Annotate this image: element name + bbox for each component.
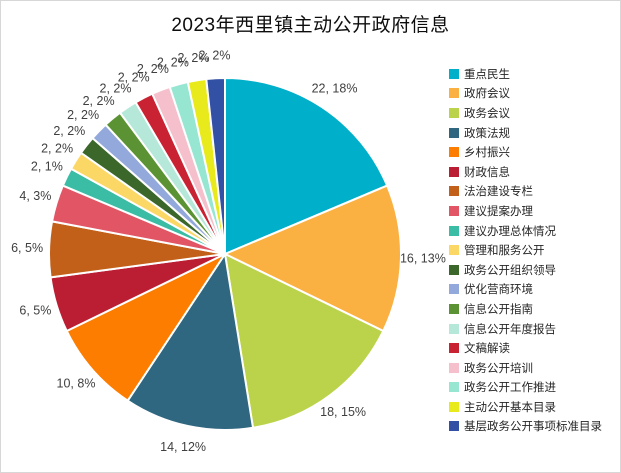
legend-swatch — [449, 323, 459, 334]
legend-label: 政务公开组织领导 — [464, 264, 556, 277]
legend-swatch — [449, 147, 459, 158]
legend-item-8: 建议提案办理 — [449, 201, 617, 221]
legend-item-16: 政务公开培训 — [449, 358, 617, 378]
legend-swatch — [449, 225, 459, 236]
legend-swatch — [449, 284, 459, 295]
legend-swatch — [449, 401, 459, 412]
legend-swatch — [449, 362, 459, 373]
pie-data-label: 2, 2% — [157, 55, 189, 69]
legend-label: 财政信息 — [464, 166, 510, 179]
pie-data-label: 22, 18% — [312, 81, 358, 95]
legend-item-1: 重点民生 — [449, 64, 617, 84]
legend-item-14: 信息公开年度报告 — [449, 319, 617, 339]
pie-data-label: 6, 5% — [19, 303, 51, 317]
pie-data-label: 2, 2% — [178, 51, 210, 65]
legend: 重点民生政府会议政务会议政策法规乡村振兴财政信息法治建设专栏 建议提案办理建议办理… — [449, 64, 617, 436]
legend-swatch — [449, 343, 459, 354]
pie-data-label: 18, 15% — [320, 405, 366, 419]
pie-data-label: 16, 13% — [400, 252, 446, 266]
legend-item-17: 政务公开工作推进 — [449, 378, 617, 398]
pie-data-label: 2, 2% — [118, 71, 150, 85]
pie-data-label: 2, 2% — [67, 108, 99, 122]
pie-data-label: 2, 1% — [31, 160, 63, 174]
pie-data-label: 6, 5% — [11, 241, 43, 255]
pie-data-label: 2, 2% — [199, 49, 231, 63]
legend-item-6: 财政信息 — [449, 162, 617, 182]
legend-swatch — [449, 166, 459, 177]
legend-label: 重点民生 — [464, 68, 510, 81]
legend-swatch — [449, 205, 459, 216]
legend-item-2: 政府会议 — [449, 84, 617, 104]
legend-item-18: 主动公开基本目录 — [449, 397, 617, 417]
legend-label: 信息公开年度报告 — [464, 323, 556, 336]
legend-label: 法治建设专栏 — [464, 186, 533, 199]
legend-swatch — [449, 303, 459, 314]
pie-data-label: 2, 2% — [83, 94, 115, 108]
legend-item-10: 管理和服务公开 — [449, 240, 617, 260]
legend-label: 文稿解读 — [464, 343, 510, 356]
legend-swatch — [449, 382, 459, 393]
legend-item-19: 基层政务公开事项标准目录 — [449, 417, 617, 437]
chart-title: 2023年西里镇主动公开政府信息 — [171, 15, 450, 36]
pie-slice-3 — [224, 253, 385, 429]
legend-swatch — [449, 88, 459, 99]
pie-slice-2 — [224, 184, 402, 332]
legend-label: 信息公开指南 — [464, 303, 533, 316]
legend-label: 优化营商环境 — [464, 284, 533, 297]
legend-swatch — [449, 107, 459, 118]
legend-item-3: 政务会议 — [449, 103, 617, 123]
pie-slice-19 — [205, 77, 226, 255]
legend-label: 政务会议 — [464, 107, 510, 120]
legend-label: 建议提案办理 — [464, 205, 533, 218]
legend-item-11: 政务公开组织领导 — [449, 260, 617, 280]
legend-swatch — [449, 68, 459, 79]
legend-label: 乡村振兴 — [464, 147, 510, 160]
legend-label: 政策法规 — [464, 127, 510, 140]
legend-item-5: 乡村振兴 — [449, 142, 617, 162]
pie-slice-4 — [126, 253, 254, 431]
legend-item-13: 信息公开指南 — [449, 299, 617, 319]
legend-swatch — [449, 264, 459, 275]
pie-data-label: 4, 3% — [19, 189, 51, 203]
legend-label: 管理和服务公开 — [464, 245, 545, 258]
pie-data-label: 14, 12% — [160, 440, 206, 454]
legend-label: 政务公开培训 — [464, 362, 533, 375]
pie-data-label: 10, 8% — [57, 377, 96, 391]
legend-item-12: 优化营商环境 — [449, 280, 617, 300]
legend-label: 政府会议 — [464, 88, 510, 101]
legend-swatch — [449, 186, 459, 197]
legend-item-4: 政策法规 — [449, 123, 617, 143]
legend-label: 主动公开基本目录 — [464, 401, 556, 414]
pie-slice-5 — [65, 253, 226, 402]
pie-slice-1 — [224, 77, 389, 255]
legend-item-15: 文稿解读 — [449, 338, 617, 358]
pie-data-label: 2, 2% — [100, 81, 132, 95]
legend-swatch — [449, 421, 459, 432]
legend-item-7: 法治建设专栏 — [449, 182, 617, 202]
pie-data-label: 2, 2% — [53, 124, 85, 138]
pie-data-label: 2, 2% — [137, 62, 169, 76]
legend-label: 政务公开工作推进 — [464, 382, 556, 395]
legend-swatch — [449, 245, 459, 256]
legend-item-9: 建议办理总体情况 — [449, 221, 617, 241]
legend-swatch — [449, 127, 459, 138]
legend-label: 基层政务公开事项标准目录 — [464, 421, 602, 434]
pie-data-label: 2, 2% — [41, 141, 73, 155]
legend-label: 建议办理总体情况 — [464, 225, 556, 238]
